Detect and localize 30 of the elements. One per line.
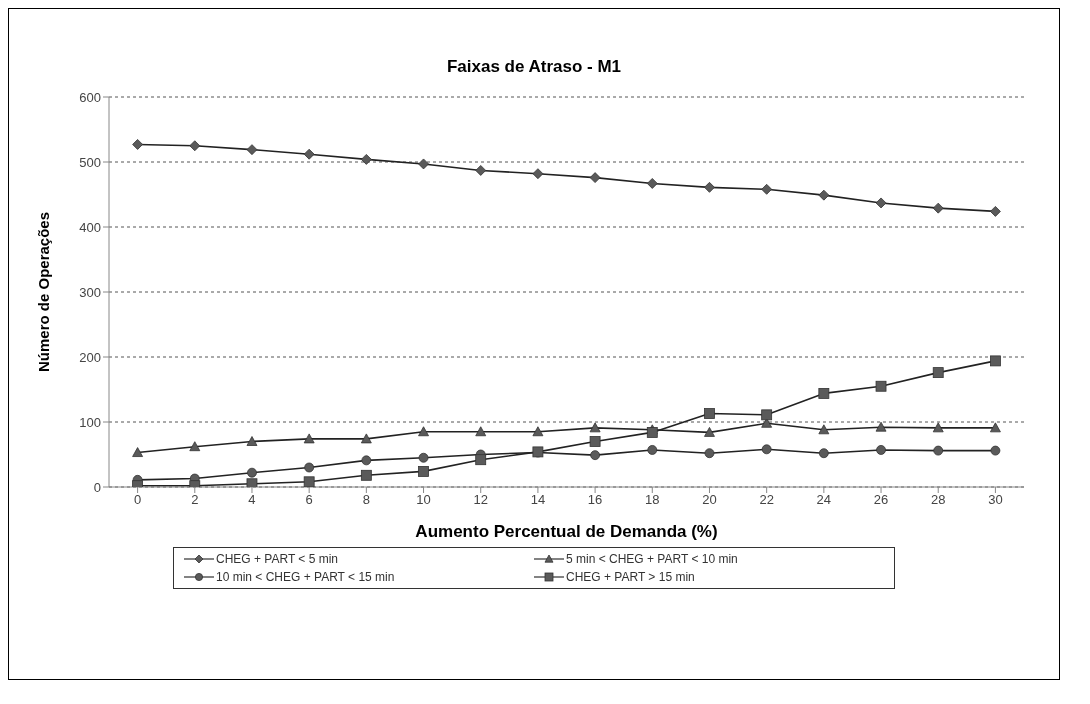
y-tick-label: 100 <box>79 414 101 430</box>
y-tick-label: 200 <box>79 349 101 365</box>
x-tick-label: 4 <box>248 492 256 508</box>
x-tick-label: 0 <box>133 492 142 508</box>
x-tick-label: 16 <box>587 492 603 508</box>
x-tick-label: 10 <box>416 492 431 508</box>
x-tick-label: 2 <box>191 492 199 508</box>
y-tick-label: 400 <box>79 219 101 235</box>
x-tick-label: 26 <box>873 492 889 508</box>
y-axis-title: Número de Operações <box>35 211 53 373</box>
x-tick-label: 14 <box>530 492 546 508</box>
x-tick-label: 6 <box>305 492 313 508</box>
x-tick-label: 24 <box>816 492 832 508</box>
x-tick-label: 8 <box>362 492 370 508</box>
x-tick-label: 22 <box>759 492 774 508</box>
x-axis-title: Aumento Percentual de Demanda (%) <box>415 522 718 541</box>
x-tick-label: 20 <box>702 492 717 508</box>
legend-label: 5 min < CHEG + PART < 10 min <box>566 552 738 566</box>
y-tick-label: 300 <box>79 284 101 300</box>
legend-label: 10 min < CHEG + PART < 15 min <box>216 570 395 584</box>
y-tick-label: 600 <box>79 89 101 105</box>
legend-label: CHEG + PART > 15 min <box>566 570 695 584</box>
x-tick-label: 30 <box>988 492 1003 508</box>
y-tick-label: 500 <box>79 154 101 170</box>
y-tick-label: 0 <box>93 479 101 495</box>
x-tick-label: 12 <box>473 492 488 508</box>
legend-label: CHEG + PART < 5 min <box>216 552 339 566</box>
x-tick-label: 18 <box>645 492 660 508</box>
chart-title: Faixas de Atraso - M1 <box>445 57 623 77</box>
x-tick-label: 28 <box>930 492 946 508</box>
